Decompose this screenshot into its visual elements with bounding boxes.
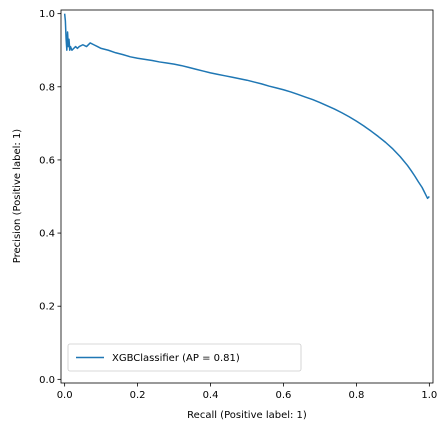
legend: XGBClassifier (AP = 0.81) (67, 343, 302, 372)
x-axis-ticks: 0.0 0.2 0.4 0.6 0.8 1.0 (57, 383, 437, 401)
legend-entry-label: XGBClassifier (AP = 0.81) (112, 353, 240, 364)
x-axis-label: Recall (Positive label: 1) (187, 410, 307, 421)
y-axis-ticks: 0.0 0.2 0.4 0.6 0.8 1.0 (39, 9, 61, 386)
y-tick-label: 0.0 (39, 375, 55, 386)
y-tick-label: 0.6 (39, 155, 55, 166)
y-tick-label: 0.4 (39, 229, 55, 240)
y-tick-label: 1.0 (39, 9, 55, 20)
y-tick-label: 0.2 (39, 302, 55, 313)
y-tick-label: 0.8 (39, 82, 55, 93)
curve-layer (63, 13, 430, 200)
x-tick-label: 0.0 (57, 390, 73, 401)
x-tick-label: 0.6 (276, 390, 292, 401)
pr-curve-line (63, 13, 430, 200)
plot-area (60, 9, 434, 384)
x-tick-label: 1.0 (421, 390, 437, 401)
y-axis-label: Precision (Positive label: 1) (12, 129, 23, 264)
axes-frame (60, 9, 434, 384)
legend-box (67, 343, 302, 372)
x-tick-label: 0.2 (130, 390, 146, 401)
x-tick-label: 0.8 (348, 390, 364, 401)
x-tick-label: 0.4 (203, 390, 219, 401)
